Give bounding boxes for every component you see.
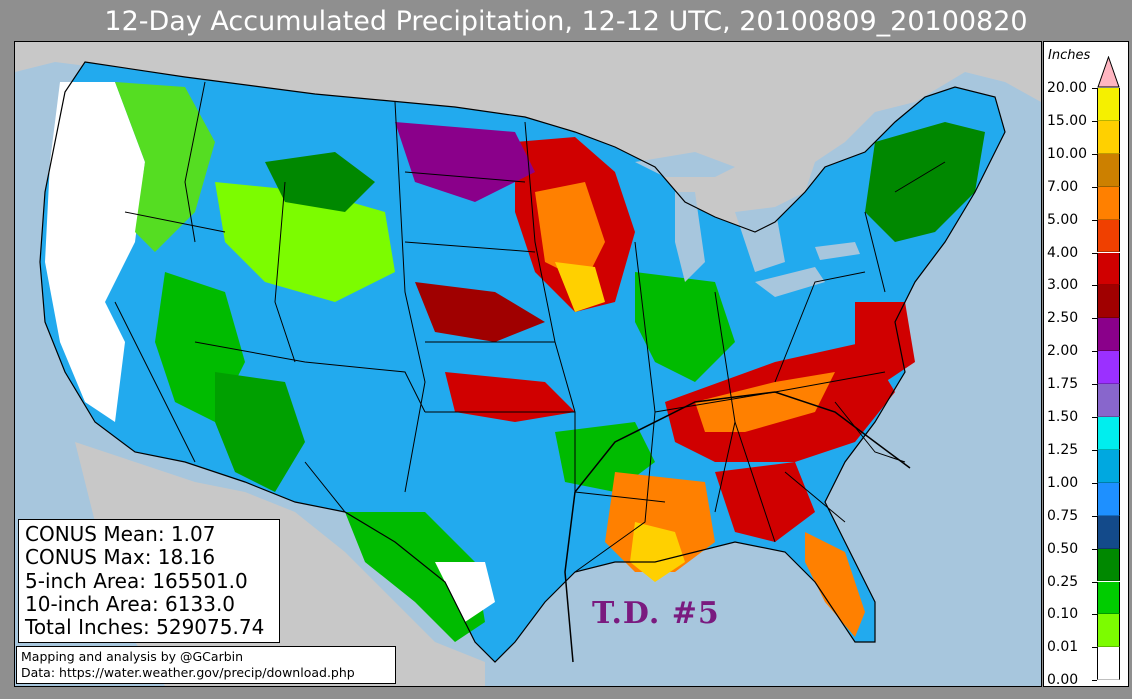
legend-swatch <box>1097 285 1120 319</box>
credits-box: Mapping and analysis by @GCarbin Data: h… <box>16 646 396 684</box>
legend-label: 0.01 <box>1047 639 1079 656</box>
legend-swatch <box>1097 120 1120 154</box>
legend-label: 10.00 <box>1047 145 1088 162</box>
lake-ontario <box>815 242 860 260</box>
legend-swatch <box>1097 252 1120 286</box>
illinois-green <box>635 272 735 382</box>
credit-author: Mapping and analysis by @GCarbin <box>21 649 244 664</box>
legend-label: 0.50 <box>1047 540 1079 557</box>
legend-tick <box>1092 417 1097 418</box>
ten-inch-area: 10-inch Area: 6133.0 <box>25 591 236 616</box>
legend-tick <box>1092 482 1097 484</box>
arizona-green <box>215 372 305 492</box>
nebraska-red <box>415 282 545 342</box>
legend-tick <box>1092 120 1097 122</box>
legend-tick <box>1092 548 1097 550</box>
legend-tick <box>1092 318 1097 320</box>
total-inches: Total Inches: 529075.74 <box>25 615 265 640</box>
legend-swatch <box>1097 351 1120 385</box>
legend-label: 3.00 <box>1047 277 1079 294</box>
south-texas-white <box>435 562 495 622</box>
legend-label: 2.50 <box>1047 310 1079 327</box>
dakota-purple <box>395 122 535 202</box>
storm-track-line <box>564 391 911 663</box>
texas-green <box>345 512 485 642</box>
legend-tick <box>1092 614 1097 616</box>
iowa-yellow <box>555 262 605 312</box>
lake-superior <box>635 152 735 177</box>
legend-label: 5.00 <box>1047 211 1079 228</box>
legend-tick <box>1092 88 1097 89</box>
montana-green <box>265 152 375 212</box>
wyoming-green <box>215 182 395 302</box>
legend-label: 1.00 <box>1047 474 1079 491</box>
legend-swatch <box>1097 548 1120 582</box>
louisiana-yellow <box>630 522 685 582</box>
west-coast-dry <box>45 82 145 422</box>
legend-swatch <box>1097 647 1120 681</box>
florida-orange <box>805 532 865 637</box>
legend-label: 1.25 <box>1047 441 1079 458</box>
legend-swatch <box>1097 449 1120 483</box>
lake-erie <box>755 267 825 297</box>
legend-swatch <box>1097 417 1120 450</box>
legend-tick <box>1092 153 1097 155</box>
legend-tick <box>1092 252 1097 254</box>
mid-atlantic-red <box>855 302 915 382</box>
legend-label: 1.75 <box>1047 376 1079 393</box>
legend-label: 15.00 <box>1047 112 1088 129</box>
credit-data-source: Data: https://water.weather.gov/precip/d… <box>21 665 355 680</box>
legend-tick <box>1092 186 1097 188</box>
legend-tick <box>1092 351 1097 353</box>
legend-label: 0.10 <box>1047 606 1079 623</box>
state-borders <box>114 81 946 573</box>
legend-max-arrow <box>1097 56 1120 88</box>
legend-swatch <box>1097 88 1120 121</box>
legend-tick <box>1092 285 1097 287</box>
legend-tick <box>1092 219 1097 221</box>
legend-swatch <box>1097 581 1120 615</box>
legend-tick <box>1092 515 1097 517</box>
legend-label: 0.25 <box>1047 573 1079 590</box>
conus-mean: CONUS Mean: 1.07 <box>25 522 216 546</box>
legend-label: 0.00 <box>1047 672 1079 689</box>
legend-title: Inches <box>1048 48 1091 63</box>
legend-tick <box>1092 581 1097 583</box>
legend-tick <box>1092 680 1097 682</box>
canada-land <box>15 42 1041 267</box>
new-england-green <box>865 122 985 242</box>
legend-label: 4.00 <box>1047 244 1079 261</box>
kansas-red <box>445 372 575 422</box>
conus-max: CONUS Max: 18.16 <box>25 545 216 570</box>
legend-tick <box>1092 384 1097 386</box>
statistics-box: CONUS Mean: 1.07 CONUS Max: 18.16 5-inch… <box>18 519 280 643</box>
legend-label: 2.00 <box>1047 343 1079 360</box>
legend-swatch <box>1097 318 1120 352</box>
storm-annotation: T.D. #5 <box>592 596 720 631</box>
legend-swatch <box>1097 515 1120 549</box>
legend-label: 7.00 <box>1047 178 1079 195</box>
alabama-red <box>715 462 815 542</box>
five-inch-area: 5-inch Area: 165501.0 <box>25 568 248 593</box>
legend-swatch <box>1097 614 1120 648</box>
lake-michigan <box>675 192 705 282</box>
legend-swatch <box>1097 384 1120 417</box>
legend-label: 20.00 <box>1047 80 1088 96</box>
legend-swatch <box>1097 186 1120 220</box>
legend-tick <box>1092 449 1097 451</box>
legend-label: 1.50 <box>1047 409 1079 425</box>
legend-label: 0.75 <box>1047 507 1079 524</box>
legend-tick <box>1092 647 1097 649</box>
color-legend: Inches 20.00 15.00 10.00 7.00 5.00 4.00 3.00 2.… <box>1043 41 1129 687</box>
minnesota-orange <box>535 182 605 282</box>
coastline <box>39 61 1006 663</box>
legend-swatch <box>1097 153 1120 187</box>
legend-swatch <box>1097 482 1120 516</box>
map-title: 12-Day Accumulated Precipitation, 12-12 … <box>104 6 1028 37</box>
legend-swatch <box>1097 219 1120 253</box>
